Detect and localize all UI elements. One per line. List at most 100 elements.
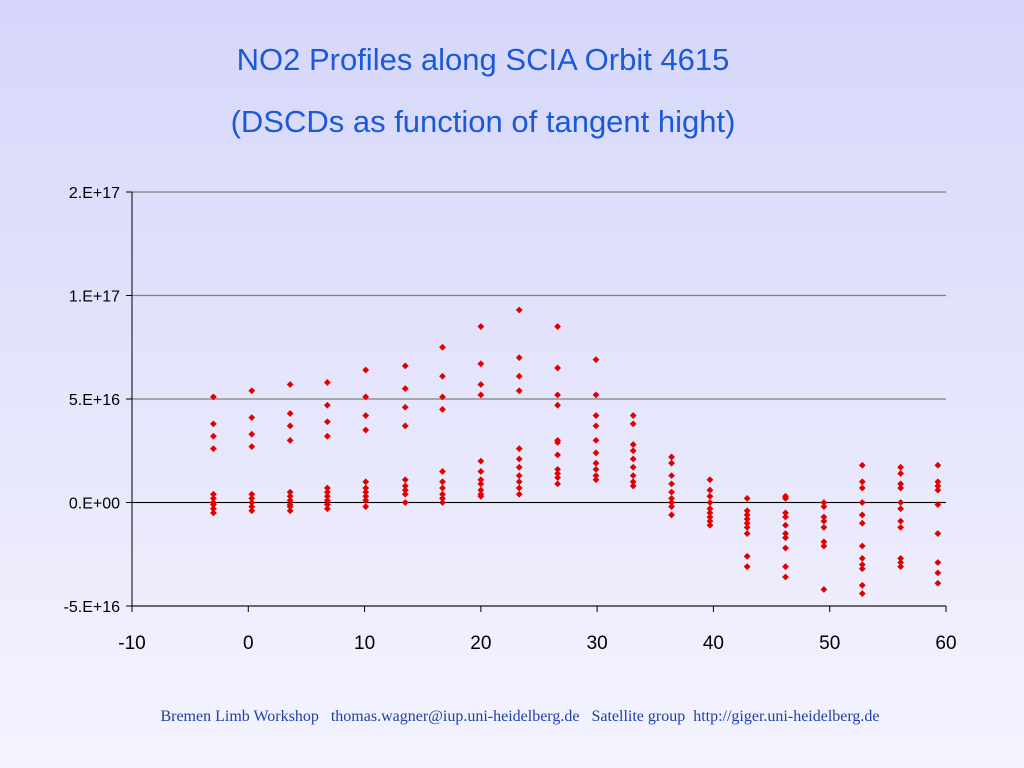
data-point <box>782 494 789 502</box>
data-point <box>592 449 600 457</box>
slide-title-line1: NO2 Profiles along SCIA Orbit 4615 <box>236 42 730 77</box>
data-point <box>323 505 331 513</box>
data-point <box>743 563 751 571</box>
data-point <box>897 517 905 525</box>
data-point <box>629 472 637 479</box>
data-point <box>515 354 523 361</box>
data-point <box>820 513 828 521</box>
data-point <box>743 530 751 537</box>
x-tick-label: 60 <box>935 633 956 654</box>
data-point <box>858 499 866 506</box>
data-point <box>782 544 789 552</box>
data-point <box>401 422 409 430</box>
data-point <box>820 586 828 593</box>
data-point <box>743 519 751 527</box>
data-point <box>515 478 523 486</box>
slide-footer: Bremen Limb Workshop thomas.wagner@iup.u… <box>160 708 880 725</box>
data-point <box>439 343 446 351</box>
data-point <box>554 364 562 372</box>
data-point <box>782 521 789 529</box>
data-point <box>706 505 714 513</box>
x-tick-label: 10 <box>354 633 375 654</box>
data-point <box>439 490 446 498</box>
data-point <box>743 552 751 560</box>
data-point <box>477 457 485 465</box>
data-point <box>554 439 562 446</box>
data-point <box>477 391 485 399</box>
data-point <box>629 478 637 486</box>
data-point <box>323 501 331 508</box>
data-point <box>782 509 789 517</box>
data-point <box>706 476 714 484</box>
data-point <box>934 461 942 469</box>
data-point <box>592 437 600 444</box>
data-point <box>515 372 523 380</box>
data-point <box>323 497 331 504</box>
data-point <box>477 381 485 388</box>
data-point <box>515 490 523 498</box>
data-point <box>477 360 485 368</box>
data-point <box>858 554 866 562</box>
data-point <box>897 470 905 477</box>
data-point <box>286 381 294 388</box>
data-point <box>706 492 714 500</box>
data-point <box>743 494 751 502</box>
data-point <box>286 507 294 515</box>
data-point <box>897 484 905 492</box>
data-point <box>362 492 370 500</box>
data-point <box>554 323 562 330</box>
data-point <box>706 521 714 529</box>
data-point <box>554 480 562 488</box>
data-point <box>782 530 789 537</box>
data-point <box>592 465 600 473</box>
x-tick-label: 30 <box>587 633 608 654</box>
data-point <box>210 509 217 517</box>
data-point <box>934 530 942 537</box>
data-point <box>592 412 600 419</box>
data-point <box>782 513 789 521</box>
data-point <box>439 372 446 380</box>
data-point <box>401 482 409 490</box>
data-point <box>362 426 370 434</box>
data-point <box>782 573 789 581</box>
data-point <box>934 482 942 490</box>
data-point <box>706 517 714 525</box>
data-point <box>248 443 256 451</box>
data-point <box>629 482 637 490</box>
data-point <box>210 505 217 513</box>
data-point <box>401 499 409 506</box>
data-point <box>248 499 256 506</box>
data-point <box>743 515 751 523</box>
data-point <box>477 486 485 494</box>
data-point <box>554 465 562 473</box>
data-point <box>477 476 485 484</box>
data-point <box>668 488 675 496</box>
data-point <box>439 494 446 502</box>
data-point <box>323 484 331 492</box>
data-point <box>592 356 600 364</box>
data-point <box>897 554 905 562</box>
data-point <box>362 412 370 419</box>
data-point <box>592 476 600 484</box>
data-point <box>629 447 637 455</box>
data-point <box>401 362 409 370</box>
data-point <box>668 511 675 519</box>
data-point <box>858 519 866 527</box>
data-point <box>782 563 789 571</box>
data-point <box>668 503 675 511</box>
data-point <box>323 401 331 409</box>
data-point <box>858 461 866 469</box>
data-point <box>362 503 370 511</box>
data-point <box>820 503 828 511</box>
data-point <box>706 486 714 494</box>
data-point <box>554 470 562 477</box>
data-point <box>439 405 446 413</box>
data-point <box>439 484 446 492</box>
data-point <box>248 507 256 515</box>
data-point <box>897 463 905 471</box>
data-point <box>362 366 370 374</box>
data-point <box>362 497 370 504</box>
data-point <box>515 484 523 492</box>
data-point <box>323 379 331 386</box>
